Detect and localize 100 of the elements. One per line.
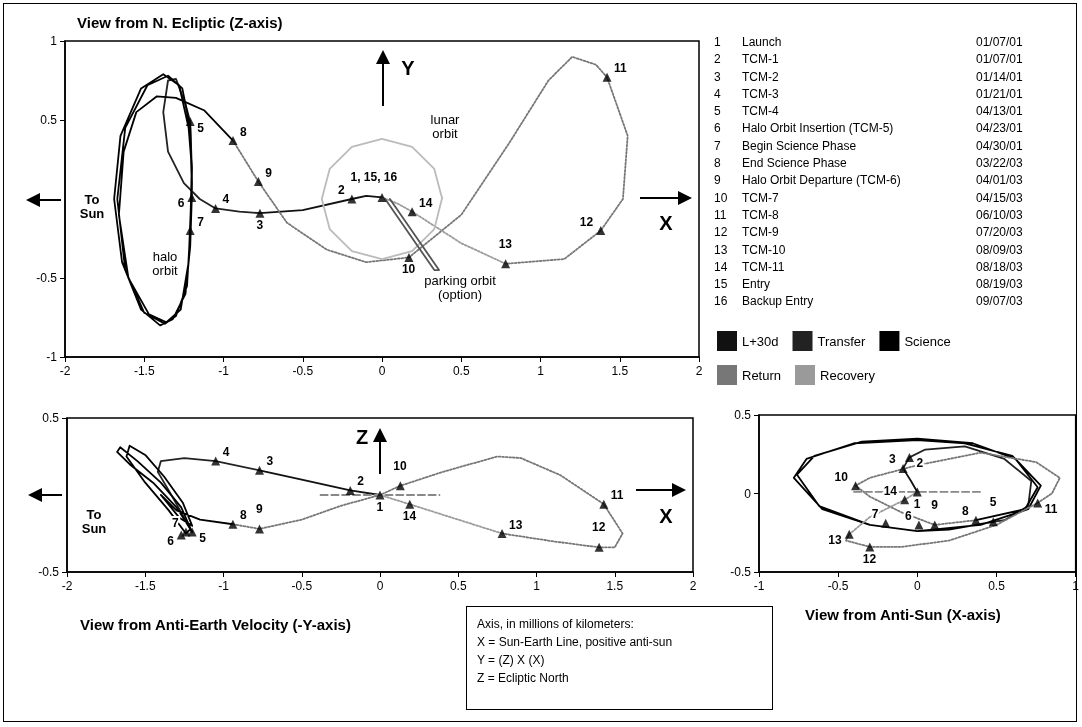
y-tick-label: 0: [744, 486, 752, 501]
x-tick-label: -1.5: [133, 364, 155, 378]
text: 04/30/01: [976, 137, 1024, 155]
text: 16 Backup Entry: [714, 293, 815, 311]
annotation: X: [658, 505, 674, 527]
annotation: 3: [889, 452, 897, 467]
annotation: 4: [222, 192, 230, 207]
text: 07/20/03: [976, 224, 1024, 242]
text: 11 TCM-8: [714, 206, 780, 224]
annotation: 2: [916, 456, 924, 471]
annotation: To Sun: [80, 507, 108, 537]
annotation: 8: [239, 508, 247, 523]
text: View from Anti-Earth Velocity (-Y-axis): [80, 616, 351, 633]
annotation: 5: [199, 530, 207, 545]
annotation: 9: [931, 497, 939, 512]
annotation: 3: [266, 454, 274, 469]
x-tick-label: -1: [218, 579, 230, 593]
annotation: 10: [393, 458, 408, 473]
annotation: 6: [167, 534, 175, 549]
text: View from Anti-Sun (X-axis): [805, 606, 1001, 623]
text: 09/07/03: [976, 293, 1024, 311]
annotation: 6: [904, 508, 912, 523]
y-tick-label: -1: [46, 350, 58, 364]
x-tick-label: -0.5: [291, 579, 313, 593]
text: 5 TCM-4: [714, 103, 780, 121]
x-tick-label: -2: [61, 579, 73, 593]
annotation: halo orbit: [151, 249, 179, 279]
y-tick-label: 1: [50, 34, 58, 48]
annotation: 6: [177, 196, 185, 211]
text: 01/21/01: [976, 85, 1024, 103]
annotation: 12: [592, 520, 606, 535]
text: 8 End Science Phase: [714, 155, 848, 173]
x-tick-label: -0.5: [827, 579, 849, 593]
annotation: 2: [357, 474, 365, 489]
x-tick-label: 1.5: [611, 364, 629, 378]
annotation: 14: [402, 509, 417, 524]
y-tick-label: -0.5: [38, 565, 60, 579]
annotation: 2: [337, 183, 345, 197]
chart-title: View from N. Ecliptic (Z-axis): [77, 14, 283, 31]
legend-label: L+30d: [742, 333, 779, 349]
annotation: 1, 15, 16: [350, 170, 398, 185]
y-tick-label: -0.5: [730, 565, 752, 579]
text: X = Sun-Earth Line, positive anti-sun: [477, 634, 674, 651]
x-tick-label: 0.5: [452, 364, 470, 378]
text: 04/23/01: [976, 120, 1024, 138]
text: 12 TCM-9: [714, 224, 780, 242]
y-tick-label: -0.5: [36, 271, 58, 285]
annotation: X: [658, 212, 674, 234]
x-tick-label: 0.5: [449, 579, 467, 593]
text: 10 TCM-7: [714, 189, 780, 207]
annotation: 14: [419, 195, 433, 210]
text: 01/07/01: [976, 34, 1024, 51]
annotation: 10: [834, 469, 849, 484]
x-tick-label: -2: [59, 364, 71, 378]
annotation: 12: [579, 214, 594, 229]
annotation: 11: [1044, 501, 1058, 516]
annotation: 13: [509, 517, 523, 532]
annotation: 1: [376, 500, 384, 514]
annotation: 5: [989, 494, 997, 509]
x-tick-label: 0: [376, 579, 384, 593]
y-tick-label: 0.5: [40, 113, 58, 127]
text: 6 Halo Orbit Insertion (TCM-5): [714, 120, 895, 138]
annotation: 8: [961, 504, 969, 519]
x-tick-label: 2: [695, 364, 703, 378]
annotation: 11: [614, 61, 628, 76]
annotation: 8: [240, 124, 248, 139]
y-tick-label: 0.5: [734, 408, 752, 422]
annotation: 10: [401, 262, 416, 277]
legend-label: Recovery: [820, 367, 876, 383]
annotation: 14: [883, 483, 898, 498]
text: 08/18/03: [976, 258, 1024, 276]
text: 01/07/01: [976, 51, 1024, 69]
annotation: 11: [610, 488, 624, 503]
x-tick-label: -1: [753, 579, 765, 593]
text: 06/10/03: [976, 206, 1024, 224]
text: 4 TCM-3: [714, 85, 780, 103]
annotation: 9: [265, 165, 273, 180]
text: Axis, in millions of kilometers:: [477, 616, 635, 633]
annotation: 3: [256, 218, 264, 233]
text: 01/14/01: [976, 68, 1024, 86]
annotation: To Sun: [78, 192, 106, 222]
annotation: 5: [197, 120, 205, 135]
x-tick-label: 1: [533, 579, 541, 593]
text: 13 TCM-10: [714, 241, 787, 259]
annotation: 1: [913, 496, 921, 511]
annotation: parking orbit (option): [424, 273, 496, 303]
x-tick-label: 1.5: [606, 579, 624, 593]
text: 9 Halo Orbit Departure (TCM-6): [714, 172, 902, 190]
annotation: 7: [871, 507, 879, 522]
text: 1 Launch: [714, 34, 783, 51]
x-tick-label: 0: [378, 364, 386, 378]
text: 2 TCM-1: [714, 51, 780, 69]
legend-label: Return: [742, 367, 782, 383]
annotation: 13: [498, 236, 513, 251]
text: 7 Begin Science Phase: [714, 137, 858, 155]
x-tick-label: -1.5: [134, 579, 156, 593]
annotation: Z: [354, 426, 370, 448]
text: Y = (Z) X (X): [477, 652, 546, 669]
x-tick-label: 1: [537, 364, 545, 378]
y-tick-label: 0.5: [42, 411, 60, 425]
